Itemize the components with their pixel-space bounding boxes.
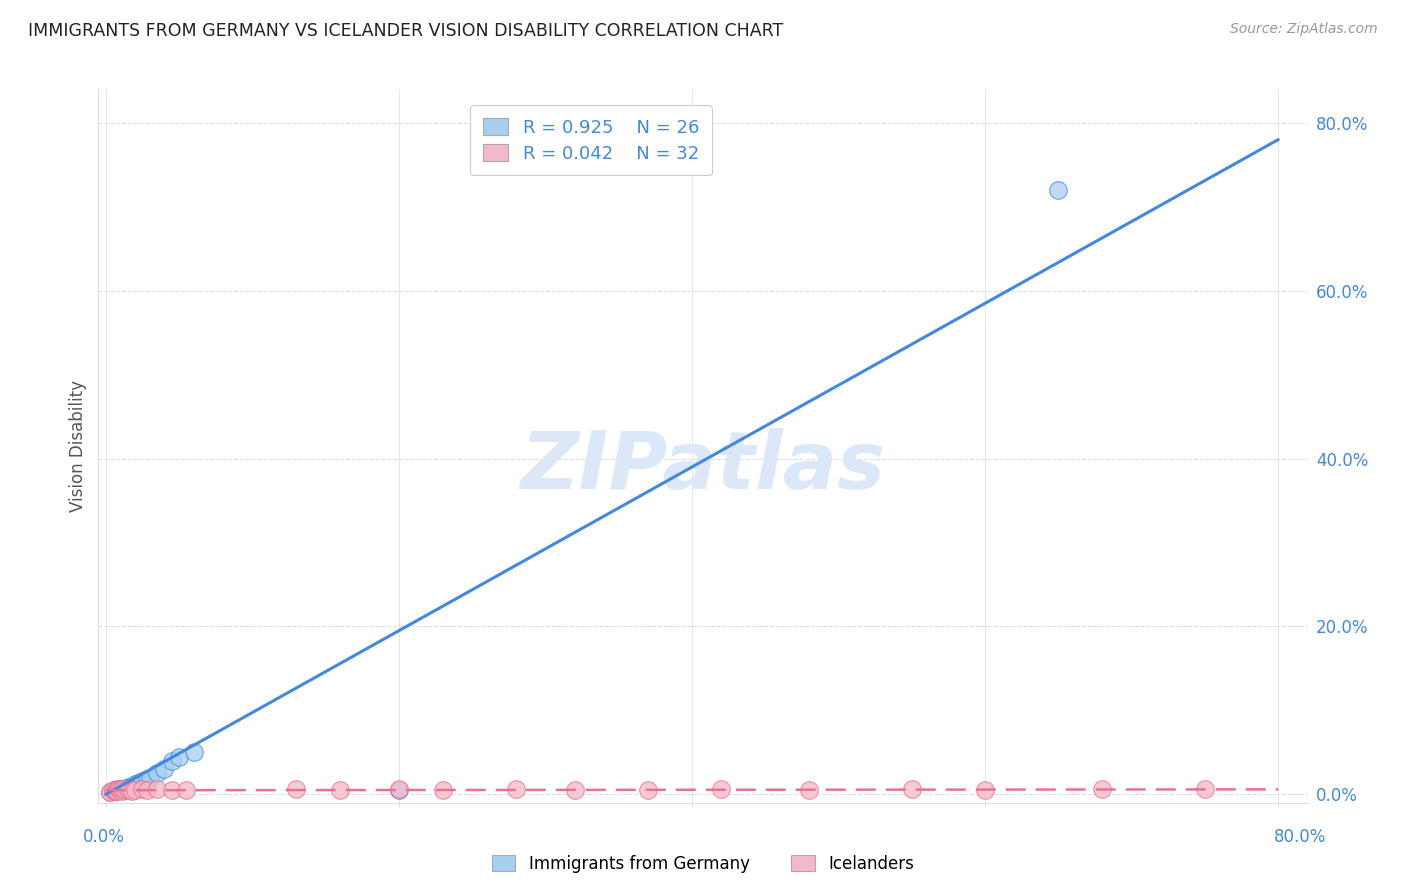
Point xyxy=(117,783,139,797)
Point xyxy=(146,782,169,797)
Point xyxy=(901,782,924,797)
Point xyxy=(124,783,146,797)
Point xyxy=(103,783,125,797)
Point xyxy=(564,783,586,797)
Point xyxy=(1047,183,1070,197)
Point xyxy=(131,774,153,789)
Point xyxy=(388,782,411,797)
Point xyxy=(114,781,136,796)
Point xyxy=(153,762,176,776)
Point xyxy=(131,782,153,797)
Point xyxy=(1091,782,1114,797)
Point xyxy=(108,782,131,797)
Legend: Immigrants from Germany, Icelanders: Immigrants from Germany, Icelanders xyxy=(485,848,921,880)
Point xyxy=(103,784,125,798)
Legend: R = 0.925    N = 26, R = 0.042    N = 32: R = 0.925 N = 26, R = 0.042 N = 32 xyxy=(470,105,711,176)
Point xyxy=(101,784,124,798)
Point xyxy=(160,783,183,797)
Point xyxy=(135,772,157,787)
Point xyxy=(176,783,198,797)
Point xyxy=(105,783,128,797)
Point xyxy=(114,783,136,797)
Point xyxy=(112,782,135,797)
Point xyxy=(710,782,733,797)
Point xyxy=(160,754,183,768)
Point xyxy=(799,783,821,797)
Point xyxy=(135,783,157,797)
Point xyxy=(121,784,143,798)
Point xyxy=(118,780,141,794)
Point xyxy=(138,771,160,785)
Point xyxy=(167,749,190,764)
Point xyxy=(974,783,997,797)
Point xyxy=(110,783,132,797)
Text: 0.0%: 0.0% xyxy=(83,828,125,846)
Point xyxy=(432,783,454,797)
Point xyxy=(1194,782,1216,797)
Point xyxy=(107,784,129,798)
Point xyxy=(98,785,121,799)
Point xyxy=(183,746,205,760)
Point xyxy=(107,782,129,797)
Text: IMMIGRANTS FROM GERMANY VS ICELANDER VISION DISABILITY CORRELATION CHART: IMMIGRANTS FROM GERMANY VS ICELANDER VIS… xyxy=(28,22,783,40)
Text: 80.0%: 80.0% xyxy=(1274,828,1327,846)
Point xyxy=(127,776,149,790)
Point xyxy=(105,784,128,798)
Y-axis label: Vision Disability: Vision Disability xyxy=(69,380,87,512)
Point xyxy=(118,782,141,797)
Point xyxy=(111,782,134,797)
Point xyxy=(112,782,135,797)
Point xyxy=(110,781,132,796)
Point xyxy=(98,785,121,799)
Text: Source: ZipAtlas.com: Source: ZipAtlas.com xyxy=(1230,22,1378,37)
Point xyxy=(108,783,131,797)
Point xyxy=(637,783,659,797)
Point xyxy=(101,783,124,797)
Point xyxy=(121,779,143,793)
Text: ZIPatlas: ZIPatlas xyxy=(520,428,886,507)
Point xyxy=(117,780,139,795)
Point xyxy=(146,766,169,780)
Point xyxy=(505,782,527,797)
Point xyxy=(388,783,411,797)
Point xyxy=(124,777,146,791)
Point xyxy=(285,782,308,797)
Point xyxy=(329,783,352,797)
Point xyxy=(115,780,138,795)
Point xyxy=(111,784,134,798)
